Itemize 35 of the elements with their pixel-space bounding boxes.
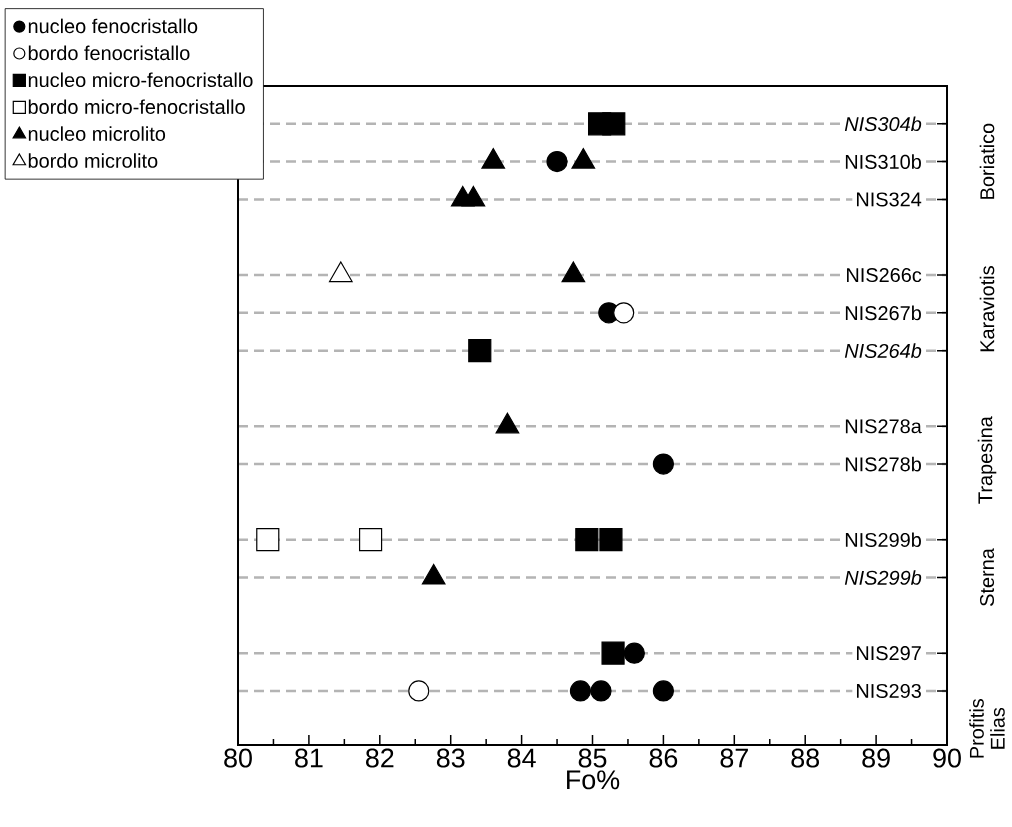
y-tick-label: NIS278a	[845, 419, 922, 434]
y-tick-label: NIS297	[856, 646, 921, 661]
y-tick-label: NIS264b	[844, 343, 922, 358]
y-tick-label: NIS299b	[845, 532, 921, 548]
x-tick-label: 84	[507, 748, 536, 768]
legend-label: nucleo fenocristallo	[28, 18, 198, 34]
y-tick-label: NIS293	[856, 683, 921, 698]
x-tick-label: 83	[436, 748, 465, 768]
legend-label: bordo micro-fenocristallo	[28, 99, 245, 115]
legend-label: nucleo microlito	[28, 126, 166, 141]
x-tick-label: 87	[720, 748, 748, 768]
y2-tick-label: Karaviotis	[979, 266, 995, 352]
x-tick-label: 81	[295, 748, 323, 768]
y2-tick-label: Sterna	[979, 548, 995, 606]
y-tick-label: NIS267b	[845, 305, 921, 321]
y2-tick-label: Trapesina	[977, 416, 997, 504]
legend-label: bordo microlito	[28, 153, 158, 168]
x-axis-title: Fo%	[567, 770, 620, 790]
y-tick-label: NIS266c	[847, 268, 922, 283]
x-tick-label: 86	[649, 748, 678, 768]
x-tick-label: 89	[862, 748, 890, 768]
y-tick-label: NIS304b	[844, 116, 922, 132]
x-tick-label: 80	[224, 748, 252, 768]
x-tick-label: 85	[578, 748, 607, 768]
y-tick-label: NIS310b	[845, 154, 921, 169]
x-tick-label: 90	[933, 748, 961, 768]
y-tick-label: NIS299b	[844, 570, 922, 585]
legend-label: bordo fenocristallo	[28, 45, 190, 61]
x-tick-label: 82	[366, 748, 394, 768]
y2-tick-label: Boriatico	[979, 123, 995, 199]
x-tick-label: 88	[791, 748, 819, 768]
y-tick-label: NIS278b	[845, 456, 921, 472]
y-tick-label: NIS324	[856, 192, 922, 207]
legend-label: nucleo micro-fenocristallo	[28, 72, 253, 88]
y2-tick-label: Profitis Elias	[969, 699, 1005, 758]
